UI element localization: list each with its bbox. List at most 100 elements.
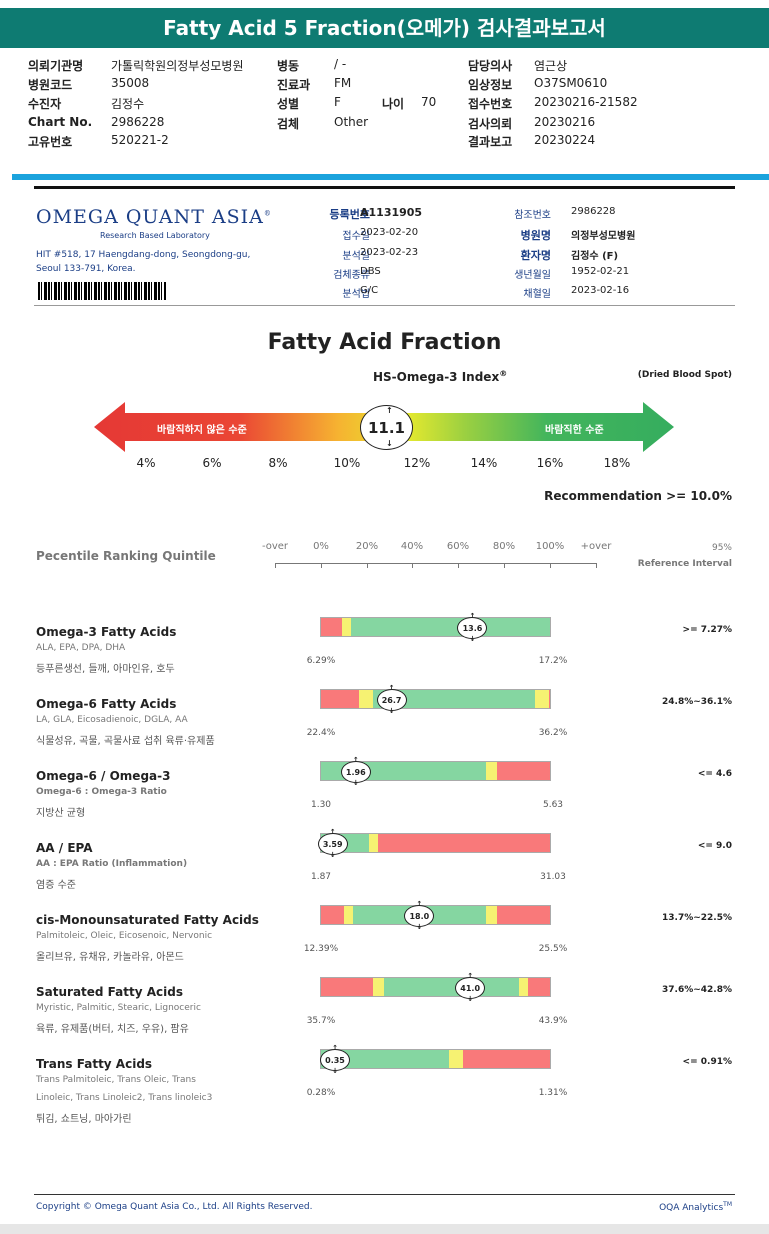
copyright: Copyright © Omega Quant Asia Co., Ltd. A… <box>36 1202 313 1212</box>
range-segment-red <box>321 906 344 924</box>
row-value: 18.0 <box>409 912 430 921</box>
row-name: AA / EPA <box>36 841 93 855</box>
percentile-scale-label: 0% <box>313 541 329 552</box>
header-key-text: 검체 <box>277 117 300 131</box>
header-value-text: 20230224 <box>534 133 596 147</box>
fatty-acid-row: Omega-6 / Omega-3 Omega-6 : Omega-3 Ratio… <box>0 757 769 841</box>
marker-down-arrow: ↓ <box>352 779 359 787</box>
row-value-marker: ↑ 3.59 ↓ <box>317 829 348 859</box>
fatty-acid-row: cis-Monounsaturated Fatty Acids Palmitole… <box>0 901 769 985</box>
low-level-label: 바람직하지 않은 수준 <box>157 425 247 436</box>
registration-key: 등록번호 <box>329 208 370 221</box>
marker-down-arrow: ↓ <box>416 923 423 931</box>
registration-key: 생년월일 <box>514 270 551 281</box>
header-key-text: 접수번호 <box>468 97 513 111</box>
row-food-sources: 등푸른생선, 들깨, 아마인유, 호두 <box>36 664 175 675</box>
black-divider <box>34 186 735 189</box>
range-segment-yel <box>485 906 498 924</box>
row-value-marker: ↑ 41.0 ↓ <box>455 973 486 1003</box>
fatty-acid-row: Omega-3 Fatty Acids ALA, EPA, DPA, DHA 등푸른… <box>0 613 769 697</box>
registration-value: G/C <box>360 285 379 296</box>
header-value-text: 염근상 <box>534 59 568 73</box>
row-value-marker: ↑ 13.6 ↓ <box>457 613 488 643</box>
registration-key: 참조번호 <box>514 210 551 221</box>
row-reference: <= 9.0 <box>697 841 732 851</box>
header-value-text: 20230216-21582 <box>534 95 638 109</box>
range-segment-red <box>321 618 342 636</box>
header-value-text: Other <box>334 115 369 129</box>
reference-interval-label: Reference Interval <box>637 559 732 569</box>
percentile-scale-label: +over <box>580 541 612 552</box>
high-level-label: 바람직한 수준 <box>545 425 604 436</box>
header-key-text: 검사의뢰 <box>468 117 513 131</box>
lab-logo-subtitle: Research Based Laboratory <box>100 231 210 240</box>
row-name: Saturated Fatty Acids <box>36 985 183 999</box>
header-value-text: FM <box>334 76 352 90</box>
row-value-marker: ↑ 26.7 ↓ <box>376 685 407 715</box>
range-segment-yel <box>343 906 354 924</box>
bottom-band <box>0 1224 769 1234</box>
row-value-marker: ↑ 0.35 ↓ <box>320 1045 350 1075</box>
row-food-sources: 튀김, 쇼트닝, 마아가린 <box>36 1114 132 1125</box>
percentile-scale-tick <box>275 563 276 568</box>
blue-divider <box>12 174 769 180</box>
row-range-high: 17.2% <box>538 656 568 666</box>
marker-up-arrow: ↑ <box>388 684 395 692</box>
index-value-marker: ↑ 11.1 ↓ <box>360 405 413 450</box>
sample-type-label: (Dried Blood Spot) <box>637 370 732 380</box>
row-components-cont: Linoleic, Trans Linoleic2, Trans linolei… <box>36 1093 213 1103</box>
row-value-marker: ↑ 18.0 ↓ <box>404 901 435 931</box>
row-range-bar <box>320 617 551 637</box>
marker-down-arrow: ↓ <box>469 635 476 643</box>
row-reference: <= 0.91% <box>682 1057 732 1067</box>
row-components: AA : EPA Ratio (Inflammation) <box>36 859 188 869</box>
registration-key: 환자명 <box>520 249 551 262</box>
age-key-text: 나이 <box>382 97 405 111</box>
marker-up-arrow: ↑ <box>416 900 423 908</box>
header-key-text: 병원코드 <box>28 78 73 92</box>
row-range-high: 31.03 <box>540 872 566 882</box>
marker-up-arrow: ↑ <box>329 828 336 836</box>
row-name: Trans Fatty Acids <box>36 1057 153 1071</box>
fatty-acid-row: AA / EPA AA : EPA Ratio (Inflammation) 염증 … <box>0 829 769 913</box>
range-segment-yel <box>449 1050 463 1068</box>
range-segment-yel <box>535 690 549 708</box>
row-range-low: 0.28% <box>306 1088 336 1098</box>
header-key-text: 결과보고 <box>468 135 513 149</box>
marker-down-arrow: ↓ <box>467 995 474 1003</box>
row-value: 13.6 <box>462 624 483 633</box>
row-name: Omega-3 Fatty Acids <box>36 625 177 639</box>
header-value-text: 20230216 <box>534 115 596 129</box>
registration-value: 1952-02-21 <box>571 266 630 277</box>
lab-logo: OMEGA QUANT ASIA® <box>36 206 272 228</box>
range-segment-red <box>321 978 373 996</box>
row-range-high: 5.63 <box>542 800 564 810</box>
range-segment-yel <box>372 978 384 996</box>
footer-divider <box>34 1194 735 1195</box>
registration-value: 2023-02-23 <box>360 247 419 258</box>
percentile-scale-label: 80% <box>492 541 516 552</box>
index-scale-label: 8% <box>268 456 288 470</box>
row-components: Trans Palmitoleic, Trans Oleic, Trans <box>36 1075 196 1085</box>
row-reference: 13.7%~22.5% <box>662 913 732 923</box>
header-key-text: 고유번호 <box>28 135 73 149</box>
row-components: Myristic, Palmitic, Stearic, Lignoceric <box>36 1003 201 1013</box>
row-name: cis-Monounsaturated Fatty Acids <box>36 913 259 927</box>
row-value: 3.59 <box>322 840 343 849</box>
row-range-low: 35.7% <box>306 1016 336 1026</box>
row-range-low: 12.39% <box>303 944 339 954</box>
row-reference: 37.6%~42.8% <box>662 985 732 995</box>
header-key-text: Chart No. <box>28 115 93 129</box>
fatty-acid-row: Trans Fatty Acids Trans Palmitoleic, Tran… <box>0 1045 769 1129</box>
marker-down-arrow: ↓ <box>332 1067 338 1075</box>
marker-down-arrow: ↓ <box>388 707 395 715</box>
marker-up-arrow: ↑ <box>352 756 359 764</box>
registration-key: 분석일 <box>342 251 370 262</box>
range-segment-red <box>321 690 359 708</box>
report-title: Fatty Acid 5 Fraction(오메가) 검사결과보고서 <box>0 8 769 48</box>
percentile-scale-tick <box>550 563 551 568</box>
lab-address-line2: Seoul 133-791, Korea. <box>36 264 136 274</box>
header-value-text: 김정수 <box>111 97 145 111</box>
row-components: LA, GLA, Eicosadienoic, DGLA, AA <box>36 715 188 725</box>
range-segment-red <box>548 690 550 708</box>
